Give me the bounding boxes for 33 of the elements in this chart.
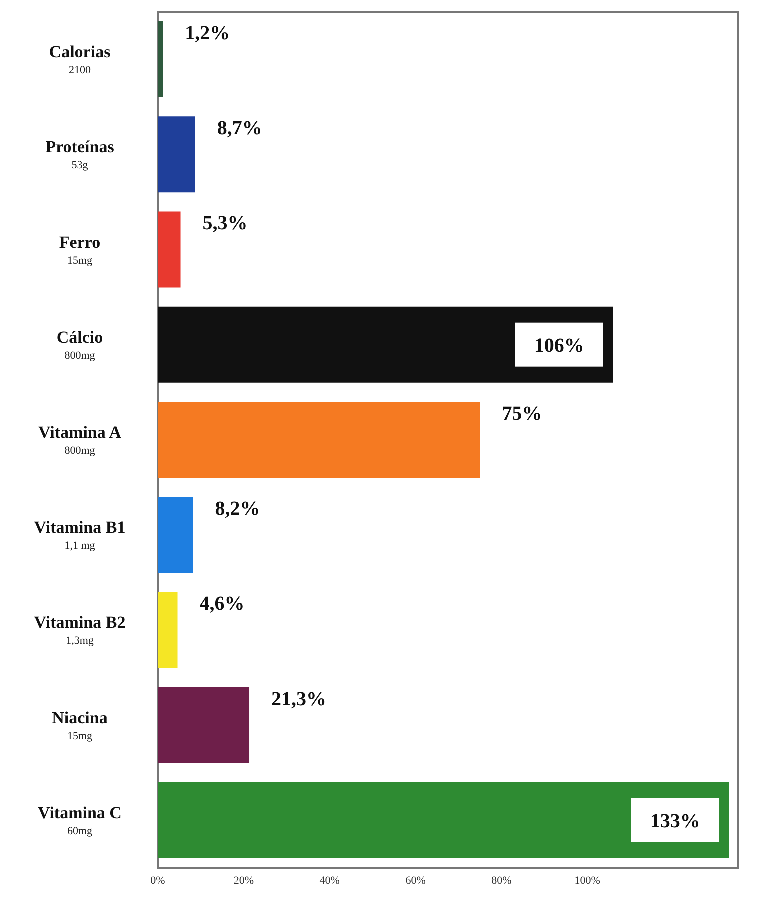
x-tick-label: 100%	[574, 874, 600, 887]
y-tick-label: Proteínas 53g	[46, 138, 115, 172]
bar	[158, 306, 614, 383]
bar	[158, 212, 181, 288]
y-tick-label: Vitamina A 800mg	[38, 423, 122, 457]
data-label: 5,3%	[202, 212, 248, 235]
data-label: 4,6%	[200, 593, 245, 616]
bar	[158, 116, 196, 193]
data-label: 1,2%	[185, 22, 230, 45]
bar	[158, 782, 730, 858]
y-tick-label: Calorias 2100	[49, 42, 112, 77]
data-label: 106%	[534, 334, 584, 357]
x-tick-label: 60%	[406, 874, 426, 887]
data-label: 8,2%	[215, 498, 260, 520]
data-label: 8,7%	[217, 118, 262, 140]
y-tick-label: Niacina 15mg	[52, 708, 108, 742]
bar	[158, 687, 250, 764]
y-tick-label: Ferro 15mg	[59, 232, 101, 267]
y-tick-label: Cálcio 800mg	[56, 328, 104, 362]
data-label: 21,3%	[272, 688, 327, 710]
x-tick-label: 40%	[320, 874, 340, 887]
data-label: 133%	[650, 810, 700, 832]
bar	[158, 402, 480, 478]
x-tick-label: 20%	[234, 874, 254, 887]
y-tick-label: Vitamina B2 1,3mg	[34, 613, 126, 648]
y-tick-label: Vitamina C 60mg	[38, 803, 122, 838]
x-tick-label: 80%	[492, 874, 512, 887]
bar	[158, 22, 164, 98]
y-tick-label: Vitamina B1 1,1 mg	[34, 518, 126, 552]
data-label: 75%	[502, 402, 542, 425]
bar	[158, 497, 194, 574]
bar	[158, 592, 178, 668]
x-tick-label: 0%	[150, 874, 166, 887]
